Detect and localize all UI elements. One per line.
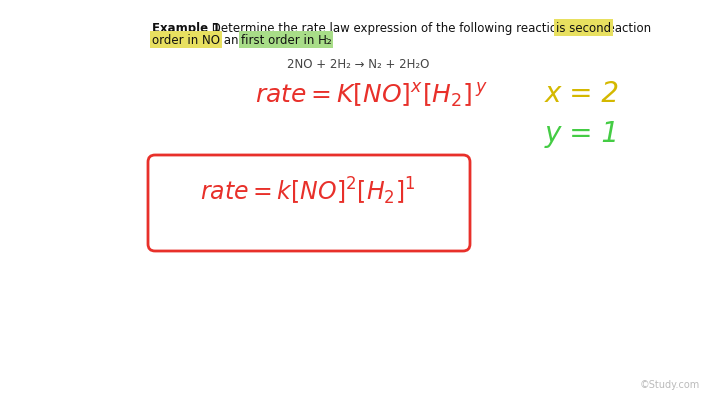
Text: : Determine the rate law expression of the following reaction if the reaction: : Determine the rate law expression of t…	[204, 22, 655, 35]
Text: y = 1: y = 1	[545, 120, 620, 148]
Text: first order in H₂: first order in H₂	[241, 34, 332, 47]
Text: 2NO + 2H₂ → N₂ + 2H₂O: 2NO + 2H₂ → N₂ + 2H₂O	[287, 58, 429, 71]
Text: $\it{rate} = \it{K}[\it{NO}]^x[\it{H}_2]^{\,y}$: $\it{rate} = \it{K}[\it{NO}]^x[\it{H}_2]…	[255, 82, 488, 110]
Text: ©Study.com: ©Study.com	[640, 379, 700, 389]
Text: $\it{rate} = \it{k}[\it{NO}]^2[\it{H}_2]^1$: $\it{rate} = \it{k}[\it{NO}]^2[\it{H}_2]…	[200, 176, 415, 207]
Text: Example 1: Example 1	[152, 22, 220, 35]
Text: is second: is second	[556, 22, 611, 35]
Text: order in NO: order in NO	[152, 34, 220, 47]
Text: and: and	[220, 34, 250, 47]
Text: :: :	[325, 34, 329, 47]
FancyBboxPatch shape	[148, 156, 470, 251]
Text: x = 2: x = 2	[545, 80, 620, 108]
